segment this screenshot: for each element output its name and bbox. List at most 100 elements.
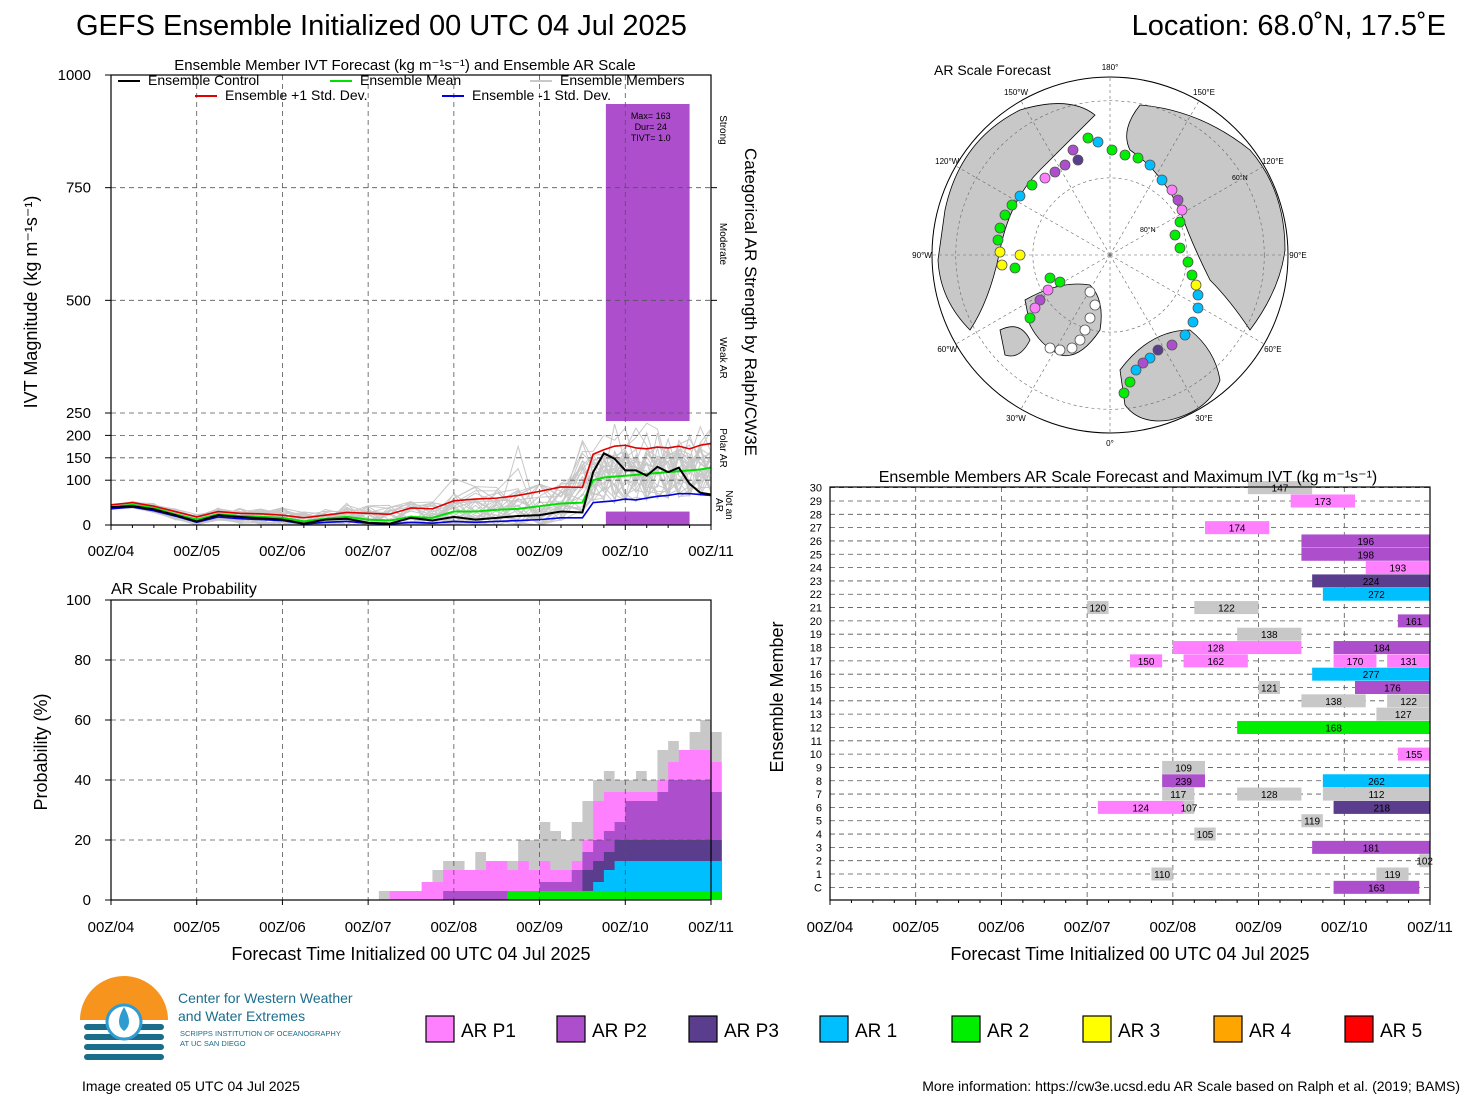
map-ar-dot: [1054, 344, 1066, 356]
prob-chart-title: AR Scale Probability: [111, 581, 257, 598]
prob-ar2-area: [368, 891, 722, 900]
category-text: Weak AR: [717, 337, 728, 379]
member-max-ivt-label: 119: [1304, 817, 1320, 828]
member-ar-segment: [1194, 827, 1216, 841]
member-max-ivt-label: 184: [1373, 644, 1390, 655]
member-row-label: 6: [816, 802, 822, 814]
map-lon-label: 30°E: [1195, 414, 1212, 423]
member-ar-segment: [1237, 720, 1430, 734]
x-tick-label: 00Z/05: [892, 919, 939, 936]
legend-category-label: AR P1: [461, 1021, 516, 1042]
map-ar-dot: [1039, 172, 1051, 184]
member-max-ivt-label: 196: [1357, 537, 1374, 548]
member-row-label: 29: [810, 496, 822, 508]
y-tick-label: 60: [74, 712, 91, 729]
member-ar-segment: [1194, 601, 1259, 615]
ar-annotation-text: TIVT= 1.0: [631, 133, 671, 143]
legend-category-label: AR P2: [592, 1021, 647, 1042]
map-ar-dot: [1009, 262, 1021, 274]
ensemble-member-line: [110, 447, 712, 526]
x-tick-label: 00Z/07: [345, 543, 392, 560]
legend-color-box: [1344, 1015, 1374, 1043]
prob-frame: [110, 599, 712, 901]
legend-color-box: [819, 1015, 849, 1043]
member-max-ivt-label: 120: [1090, 604, 1107, 615]
member-ar-segment: [1312, 574, 1430, 588]
member-row-label: 5: [816, 816, 822, 828]
x-tick-label: 00Z/09: [516, 919, 563, 936]
x-tick-label: 00Z/10: [602, 919, 649, 936]
map-ar-dot: [1106, 144, 1118, 156]
x-tick-label: 00Z/09: [1235, 919, 1282, 936]
y-tick-label: 150: [66, 450, 91, 467]
map-ar-dot: [1169, 229, 1181, 241]
legend-label: Ensemble Mean: [360, 72, 461, 88]
map-ar-dot: [1174, 216, 1186, 228]
member-row-label: 24: [810, 563, 822, 575]
map-ar-dot: [1144, 159, 1156, 171]
x-tick-label: 00Z/11: [1407, 919, 1453, 936]
member-max-ivt-label: 128: [1207, 644, 1224, 655]
member-max-ivt-label: 109: [1175, 763, 1192, 774]
logo-line-3: SCRIPPS INSTITUTION OF OCEANOGRAPHY: [180, 1029, 341, 1038]
y-tick-label: 250: [66, 405, 91, 422]
plus-std-line: [110, 442, 712, 519]
map-ar-dot: [1024, 312, 1036, 324]
member-ar-segment: [1247, 481, 1313, 495]
member-row-label: 30: [810, 483, 822, 495]
map-ar-dot: [1084, 312, 1096, 324]
member-row-label: 4: [816, 829, 822, 841]
member-row-label: 9: [816, 762, 822, 774]
control-line: [110, 452, 712, 525]
map-ar-dot: [1074, 334, 1086, 346]
map-ar-dot: [1179, 329, 1191, 341]
member-row-label: C: [814, 882, 822, 894]
legend-category-label: AR 3: [1118, 1021, 1160, 1042]
member-ar-segment: [1162, 774, 1205, 788]
x-tick-label: 00Z/09: [516, 543, 563, 560]
map-lon-label: 120°W: [935, 157, 960, 166]
member-max-ivt-label: 198: [1357, 550, 1374, 561]
member-ar-segment: [1301, 694, 1366, 708]
x-tick-label: 00Z/04: [88, 543, 135, 560]
member-row-label: 8: [816, 776, 822, 788]
map-ar-dot: [1192, 289, 1204, 301]
member-max-ivt-label: 155: [1406, 750, 1423, 761]
member-ar-segment: [1355, 681, 1430, 694]
member-row-label: 20: [810, 616, 822, 628]
member-row-label: 7: [816, 789, 822, 801]
y-tick-label: 20: [74, 832, 91, 849]
member-ar-segment: [1237, 627, 1302, 641]
member-ar-segment: [1237, 787, 1302, 801]
map-ar-dot: [1137, 357, 1149, 369]
member-max-ivt-label: 131: [1400, 657, 1417, 668]
legend-color-box: [425, 1015, 455, 1043]
map-ar-dot: [996, 259, 1008, 271]
map-landmass: [1119, 329, 1221, 422]
member-row-label: 17: [810, 656, 822, 668]
member-row-label: 23: [810, 576, 822, 588]
member-row-label: 2: [816, 856, 822, 868]
map-ar-dot: [1029, 302, 1041, 314]
member-max-ivt-label: 170: [1347, 657, 1364, 668]
footer-created: Image created 05 UTC 04 Jul 2025: [82, 1078, 300, 1094]
member-ar-segment: [1397, 747, 1430, 761]
prob-ar1-area: [368, 861, 722, 900]
ivt-y-label: IVT Magnitude (kg m⁻¹s⁻¹): [21, 196, 41, 409]
member-max-ivt-label: 176: [1384, 684, 1401, 695]
member-ar-segment: [1205, 521, 1270, 535]
map-ar-dot: [1089, 299, 1101, 311]
member-max-ivt-label: 138: [1325, 697, 1342, 708]
member-ar-segment: [1387, 694, 1430, 708]
member-max-ivt-label: 122: [1400, 697, 1417, 708]
map-lat-label: 60°N: [1232, 174, 1248, 182]
member-max-ivt-label: 161: [1406, 617, 1423, 628]
map-ar-dot: [1054, 276, 1066, 288]
x-tick-label: 00Z/08: [1150, 919, 1197, 936]
y-tick-label: 80: [74, 652, 91, 669]
category-text: Strong: [717, 115, 728, 144]
member-row-label: 16: [810, 669, 822, 681]
map-lat-label: 80°N: [1140, 226, 1156, 234]
x-tick-label: 00Z/07: [345, 919, 392, 936]
legend-category-label: AR 1: [855, 1021, 897, 1042]
